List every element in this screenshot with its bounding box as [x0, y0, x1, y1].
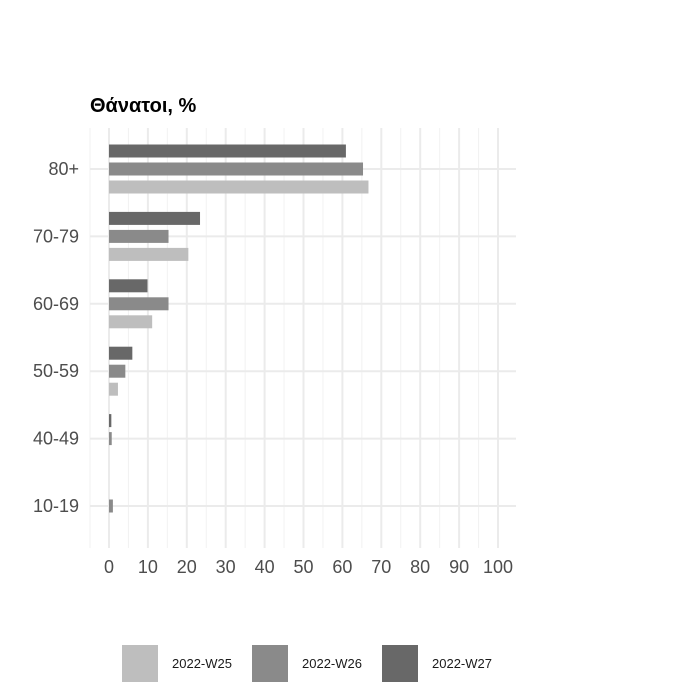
- bar: [109, 315, 153, 329]
- x-tick-label: 40: [255, 557, 275, 577]
- x-tick-label: 0: [104, 557, 114, 577]
- grid: [89, 128, 516, 548]
- bar: [109, 297, 169, 311]
- bar: [109, 162, 364, 176]
- bar: [109, 180, 369, 194]
- bars: [109, 144, 369, 513]
- x-tick-label: 80: [410, 557, 430, 577]
- y-tick-label: 10-19: [33, 496, 79, 516]
- bar: [109, 499, 113, 513]
- legend-label: 2022-W25: [172, 656, 232, 671]
- x-axis-ticks: 0 10 20 30 40 50 60 70 80 90 100: [104, 557, 513, 577]
- x-tick-label: 60: [332, 557, 352, 577]
- legend-swatch: [252, 645, 288, 682]
- bar: [109, 346, 133, 360]
- y-tick-label: 80+: [48, 159, 79, 179]
- bar: [109, 229, 169, 243]
- y-tick-label: 70-79: [33, 226, 79, 246]
- chart-title: Θάνατοι, %: [90, 95, 197, 117]
- x-tick-label: 20: [177, 557, 197, 577]
- bar: [109, 432, 112, 446]
- bar: [109, 279, 148, 293]
- y-tick-label: 40-49: [33, 429, 79, 449]
- legend-label: 2022-W27: [432, 656, 492, 671]
- x-tick-label: 90: [449, 557, 469, 577]
- legend-swatch: [382, 645, 418, 682]
- x-tick-label: 30: [216, 557, 236, 577]
- bar: [109, 382, 118, 396]
- bar: [109, 211, 201, 225]
- legend: 2022-W25 2022-W26 2022-W27: [122, 645, 492, 682]
- bar: [109, 247, 189, 261]
- legend-label: 2022-W26: [302, 656, 362, 671]
- x-tick-label: 10: [138, 557, 158, 577]
- bar: [109, 364, 126, 378]
- x-tick-label: 100: [483, 557, 513, 577]
- x-tick-label: 70: [371, 557, 391, 577]
- y-axis-ticks: 80+ 70-79 60-69 50-59 40-49 10-19: [33, 159, 79, 516]
- bar: [109, 144, 346, 158]
- bar: [109, 414, 112, 428]
- y-tick-label: 50-59: [33, 361, 79, 381]
- y-tick-label: 60-69: [33, 294, 79, 314]
- legend-swatch: [122, 645, 158, 682]
- x-tick-label: 50: [293, 557, 313, 577]
